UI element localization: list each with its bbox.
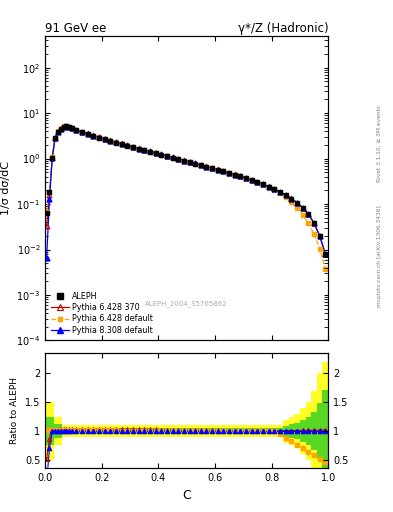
Text: mcplots.cern.ch [arXiv:1306.3436]: mcplots.cern.ch [arXiv:1306.3436] (377, 205, 382, 307)
Text: Rivet 3.1.10, ≥ 3M events: Rivet 3.1.10, ≥ 3M events (377, 105, 382, 182)
Y-axis label: Ratio to ALEPH: Ratio to ALEPH (10, 377, 19, 444)
X-axis label: C: C (182, 489, 191, 502)
Text: 91 GeV ee: 91 GeV ee (45, 22, 107, 35)
Text: γ*/Z (Hadronic): γ*/Z (Hadronic) (237, 22, 328, 35)
Y-axis label: 1/σ dσ/dC: 1/σ dσ/dC (0, 161, 11, 215)
Legend: ALEPH, Pythia 6.428 370, Pythia 6.428 default, Pythia 8.308 default: ALEPH, Pythia 6.428 370, Pythia 6.428 de… (49, 290, 154, 336)
Text: ALEPH_2004_S5765862: ALEPH_2004_S5765862 (145, 301, 228, 307)
